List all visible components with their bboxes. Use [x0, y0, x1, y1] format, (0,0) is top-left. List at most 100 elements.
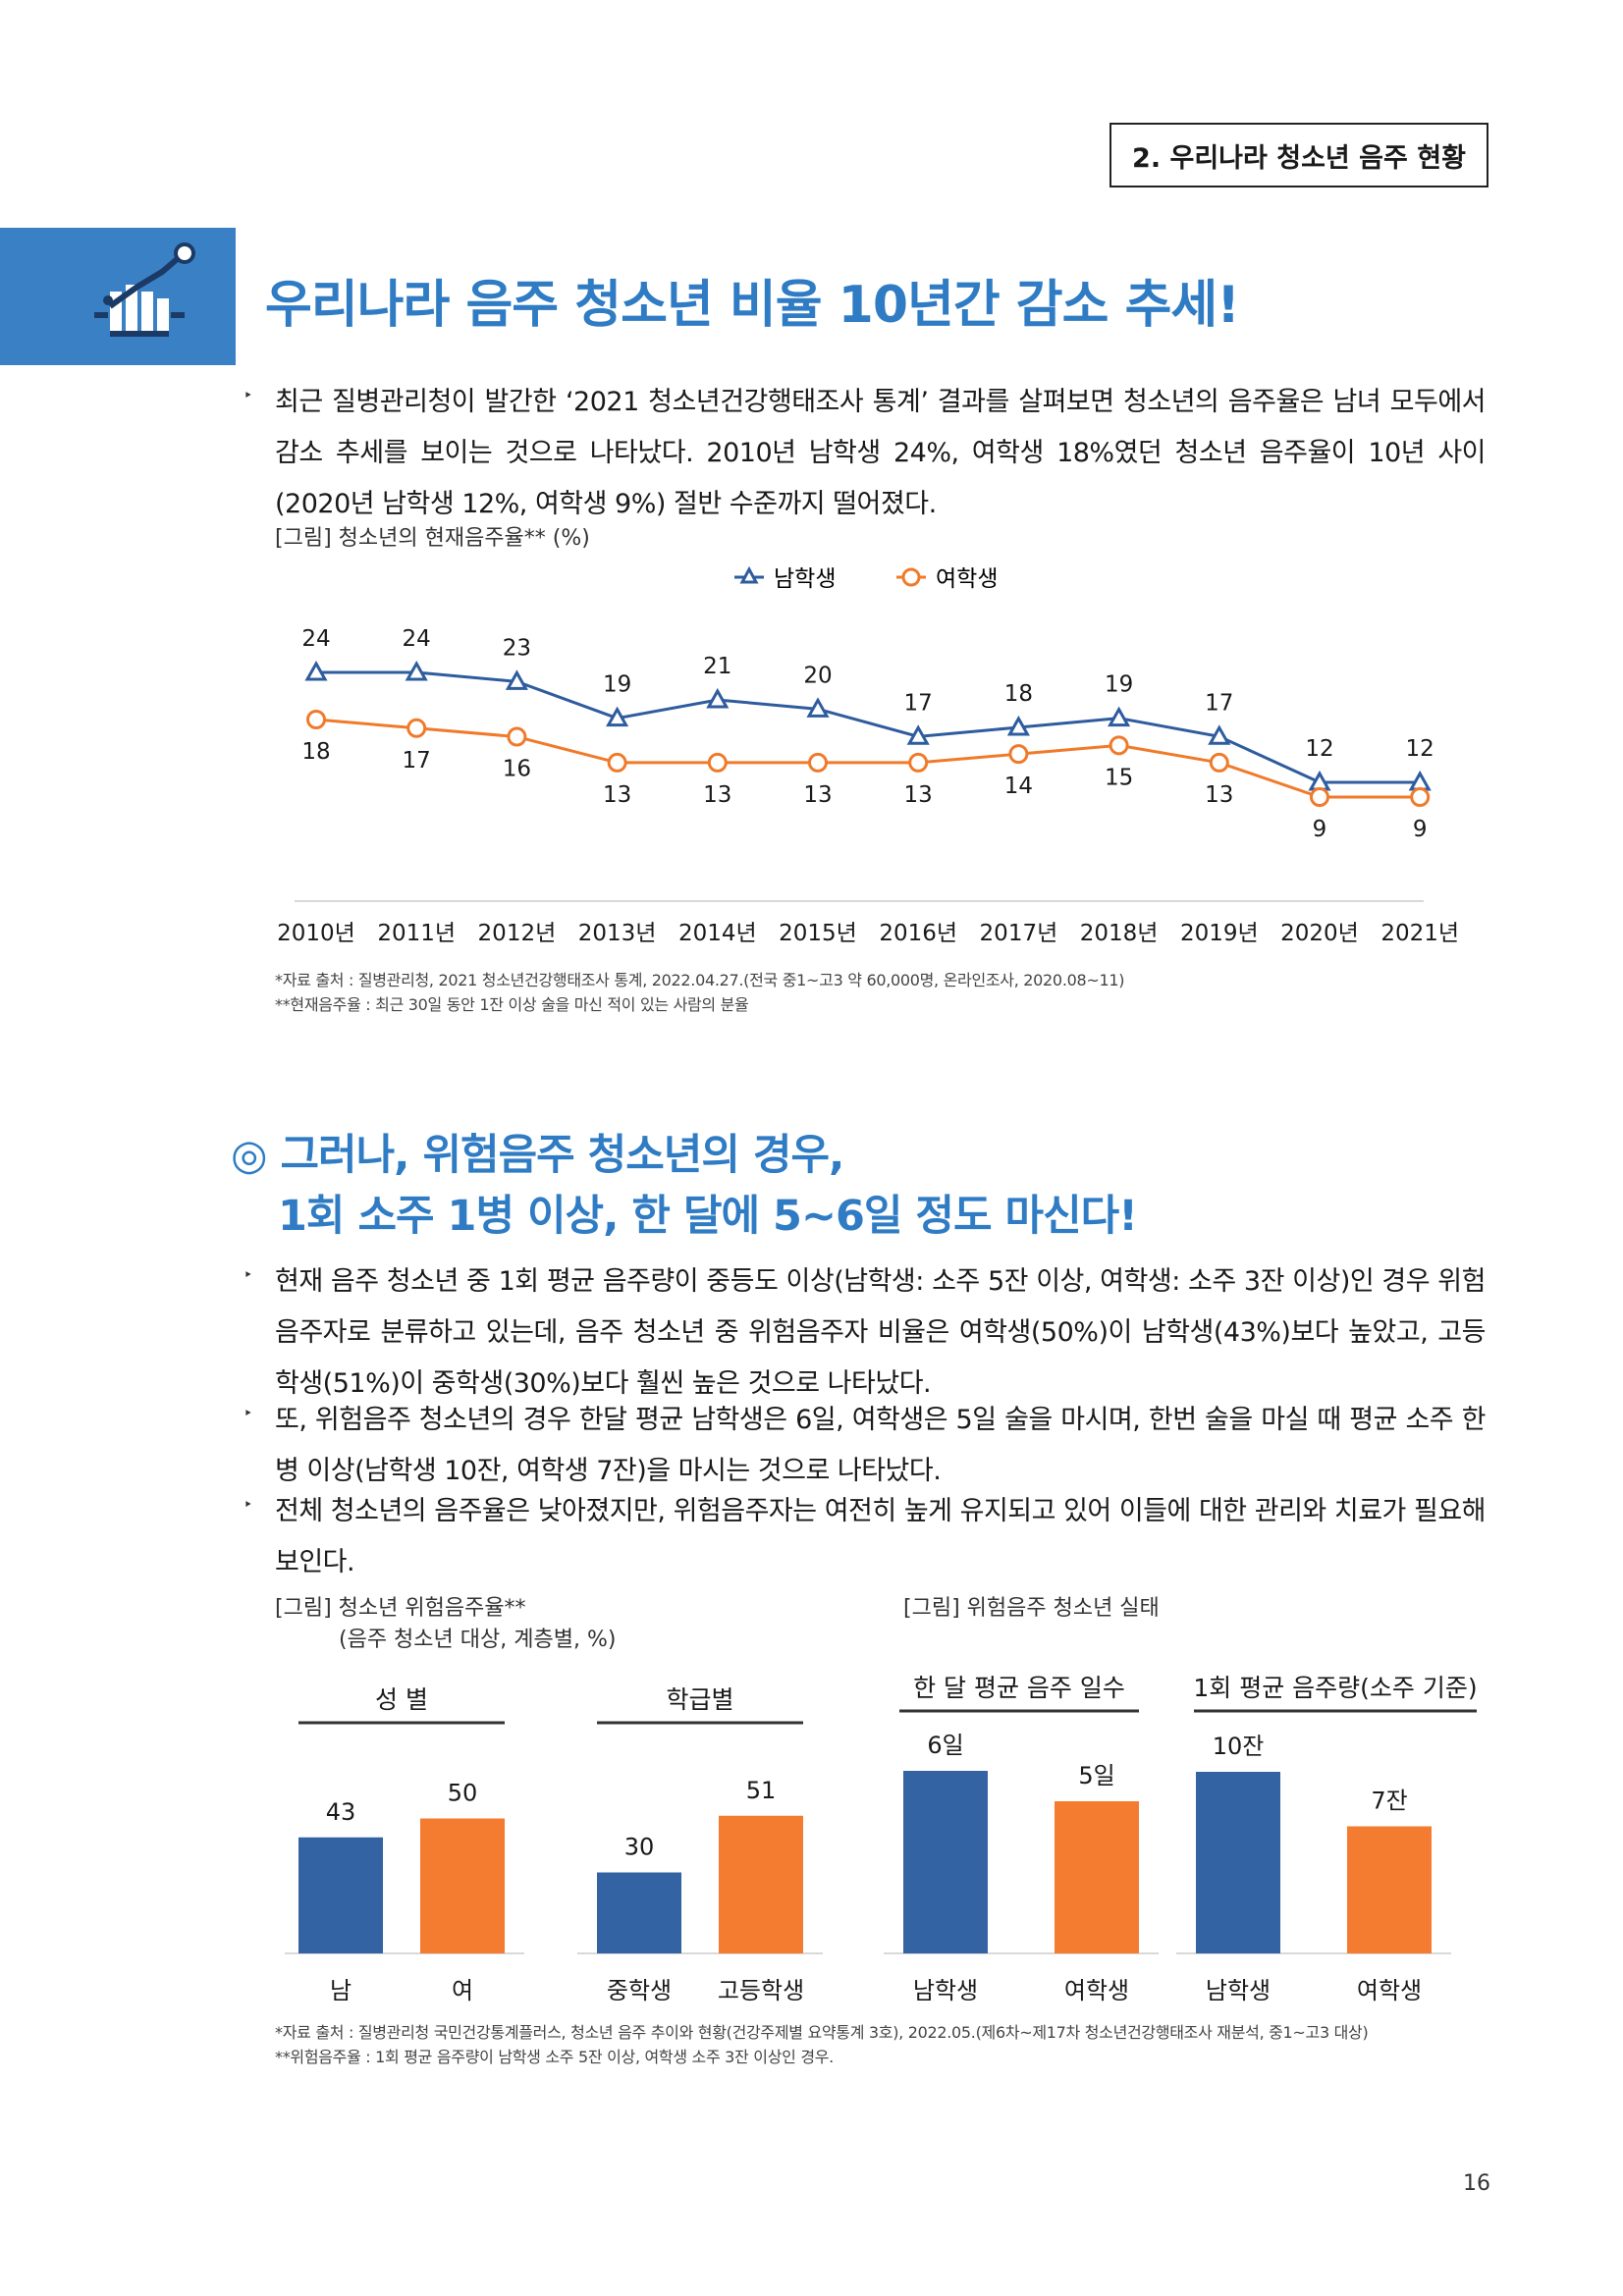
male-point [505, 669, 528, 690]
intro-paragraph: 최근 질병관리청이 발간한 ‘2021 청소년건강행태조사 통계’ 결과를 살펴… [275, 377, 1487, 530]
section2-title-line2: 1회 소주 1병 이상, 한 달에 5~6일 정도 마신다! [278, 1192, 1138, 1241]
bar-chart-title: 성 별 [375, 1685, 428, 1714]
bottom-source-line: *자료 출처 : 질병관리청 국민건강통계플러스, 청소년 음주 추이와 현황(… [275, 2023, 1369, 2042]
female-data-label: 17 [403, 748, 431, 774]
figure1-caption: [그림] 청소년의 현재음주율** (%) [275, 526, 590, 551]
bullet-marker: ‣ [243, 1495, 253, 1514]
bar-value-label: 43 [326, 1798, 356, 1826]
female-point [607, 752, 627, 773]
female-data-label: 18 [301, 739, 330, 765]
figure2-subcaption: (음주 청소년 대상, 계층별, %) [339, 1628, 617, 1652]
female-point [1008, 744, 1029, 765]
male-data-label: 23 [503, 635, 531, 661]
female-point [1310, 787, 1329, 808]
legend-circle-icon [901, 567, 921, 587]
bar-category-label: 남학생 [1206, 1977, 1271, 2004]
bar [1347, 1826, 1432, 1953]
female-point [1410, 787, 1431, 808]
male-point [806, 697, 830, 718]
bullet-marker: ‣ [243, 1265, 253, 1284]
x-tick-label: 2021년 [1380, 921, 1459, 946]
bullet-marker: ‣ [243, 1404, 253, 1422]
section2-bullet-text: 전체 청소년의 음주율은 낮아졌지만, 위험음주자는 여전히 높게 유지되고 있… [275, 1496, 1487, 1577]
section2-bullet-3: 전체 청소년의 음주율은 낮아졌지만, 위험음주자는 여전히 높게 유지되고 있… [275, 1486, 1487, 1588]
bar-category-label: 남학생 [913, 1977, 978, 2004]
x-tick-label: 2019년 [1180, 921, 1259, 946]
bar-value-label: 50 [448, 1780, 478, 1807]
male-point [706, 687, 730, 709]
bar-chart-marks: 성 별 43 남 50 여 학급별 30 중학생 51 고등학생 한 달 평균 음주 일수 6일남학생… [285, 1674, 1478, 2004]
bar-value-label: 51 [746, 1777, 777, 1804]
bar [420, 1818, 505, 1953]
bar-chart-trend-icon [94, 242, 195, 337]
section2-bullet-1: 현재 음주 청소년 중 1회 평균 음주량이 중등도 이상(남학생: 소주 5잔… [275, 1256, 1487, 1410]
x-tick-label: 2016년 [879, 921, 957, 946]
x-tick-label: 2020년 [1280, 921, 1359, 946]
chart-legend: 남학생 여학생 [734, 565, 998, 592]
figure2-caption: [그림] 청소년 위험음주율** [275, 1596, 526, 1621]
male-data-label: 24 [403, 626, 431, 652]
legend-triangle-icon [739, 565, 759, 584]
female-data-label: 13 [603, 782, 631, 808]
male-data-label: 19 [603, 672, 631, 698]
x-tick-label: 2013년 [578, 921, 657, 946]
male-point [606, 706, 629, 727]
male-point [304, 660, 328, 681]
x-tick-label: 2018년 [1080, 921, 1159, 946]
title-band [0, 228, 236, 365]
line-chart: 남학생 여학생 24 24 23 19 21 20 17 18 19 17 12 12 18 17 16 13… [277, 565, 1459, 946]
bar-category-label: 고등학생 [718, 1977, 804, 2004]
male-data-label: 17 [904, 690, 933, 716]
bar-value-label: 10잔 [1213, 1733, 1265, 1760]
bar-value-label: 30 [624, 1834, 655, 1861]
figure1-source: *자료 출처 : 질병관리청, 2021 청소년건강행태조사 통계, 2022.… [275, 968, 1124, 1017]
legend-male: 남학생 [774, 566, 836, 592]
figure3-caption: [그림] 위험음주 청소년 실태 [903, 1596, 1160, 1621]
bullet-marker: ‣ [243, 386, 253, 404]
female-data-label: 14 [1004, 774, 1033, 799]
bar [1055, 1801, 1139, 1953]
section2-bullet-2: 또, 위험음주 청소년의 경우 한달 평균 남학생은 6일, 여학생은 5일 술… [275, 1395, 1487, 1497]
female-point [707, 752, 728, 773]
female-point [406, 718, 427, 738]
female-point [306, 710, 326, 729]
male-data-label: 21 [703, 654, 731, 679]
female-data-label: 9 [1313, 817, 1327, 842]
female-data-label: 15 [1105, 765, 1133, 790]
bar-category-label: 여 [452, 1977, 473, 2004]
male-data-label: 12 [1406, 736, 1434, 762]
bar-chart-title: 학급별 [666, 1685, 733, 1714]
male-data-label: 18 [1004, 681, 1033, 707]
bottom-note-line: **위험음주율 : 1회 평균 음주량이 남학생 소주 5잔 이상, 여학생 소… [275, 2048, 834, 2066]
male-data-label: 17 [1205, 690, 1233, 716]
bar-category-label: 여학생 [1064, 1977, 1129, 2004]
female-point [507, 726, 527, 747]
bar-value-label: 7잔 [1371, 1788, 1407, 1815]
series-line-male [316, 670, 1421, 784]
section-tag: 2. 우리나라 청소년 음주 현황 [1109, 123, 1488, 187]
male-point [1006, 715, 1030, 736]
legend-female: 여학생 [936, 566, 998, 592]
section2-bullet-text: 현재 음주 청소년 중 1회 평균 음주량이 중등도 이상(남학생: 소주 5잔… [275, 1266, 1487, 1399]
female-data-label: 13 [1205, 782, 1233, 808]
section2-bullet-text: 또, 위험음주 청소년의 경우 한달 평균 남학생은 6일, 여학생은 5일 술… [275, 1405, 1487, 1486]
male-point [906, 724, 930, 745]
x-tick-label: 2011년 [377, 921, 456, 946]
female-point [1209, 752, 1229, 773]
series-line-female [315, 718, 1421, 799]
bar [903, 1771, 988, 1953]
bar [1196, 1772, 1280, 1953]
line-chart-marks: 24 24 23 19 21 20 17 18 19 17 12 12 18 17 16 13 13 13 13 14… [277, 626, 1459, 946]
bar-value-label: 5일 [1078, 1762, 1114, 1789]
male-point [405, 660, 428, 681]
bar [719, 1815, 803, 1953]
male-point [1208, 724, 1231, 745]
male-data-label: 20 [803, 663, 832, 688]
bar-chart-title: 1회 평균 음주량(소주 기준) [1193, 1674, 1477, 1702]
page-number: 16 [1463, 2171, 1490, 2196]
x-tick-label: 2015년 [779, 921, 857, 946]
bar [597, 1872, 681, 1953]
female-data-label: 9 [1413, 817, 1428, 842]
bottom-source: *자료 출처 : 질병관리청 국민건강통계플러스, 청소년 음주 추이와 현황(… [275, 2020, 1369, 2069]
bar-category-label: 여학생 [1357, 1977, 1422, 2004]
